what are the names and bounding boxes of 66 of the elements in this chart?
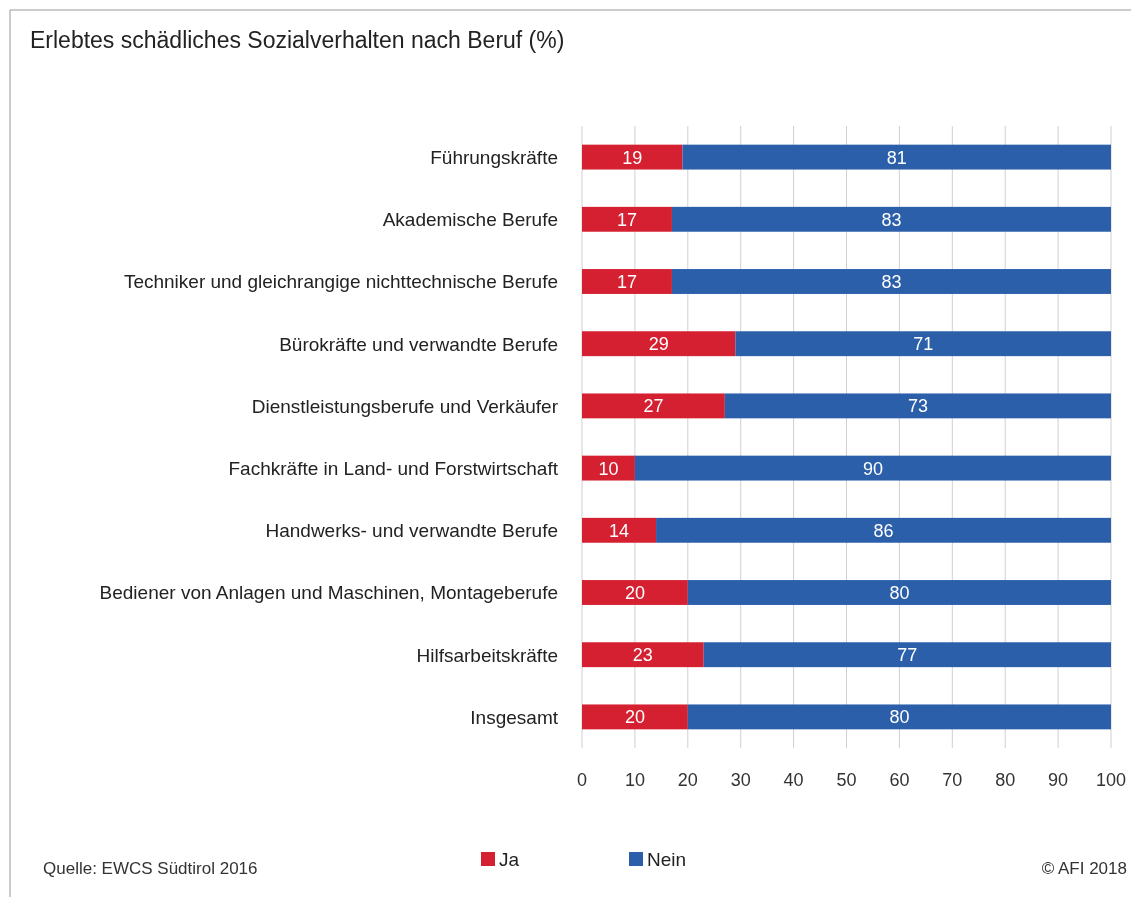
data-label: 20 bbox=[624, 707, 645, 728]
bar bbox=[582, 580, 688, 605]
data-label: 29 bbox=[648, 334, 669, 355]
y-tick-label: Bediener von Anlagen und Maschinen, Montageberufe bbox=[99, 582, 558, 604]
x-tick-label: 60 bbox=[889, 770, 910, 790]
data-label: 23 bbox=[632, 645, 653, 666]
text: © AFI 2018 bbox=[1041, 859, 1127, 878]
x-tick-label: 50 bbox=[836, 770, 857, 790]
x-tick-label: 0 bbox=[576, 770, 588, 790]
bar bbox=[634, 455, 1111, 481]
bar bbox=[582, 331, 736, 357]
data-label: 27 bbox=[643, 396, 664, 417]
bar bbox=[582, 206, 672, 232]
data-label: 81 bbox=[886, 147, 907, 168]
bar bbox=[671, 206, 1111, 232]
legend-label: Ja bbox=[499, 849, 520, 870]
bar bbox=[656, 517, 1111, 543]
x-tick-label: 40 bbox=[783, 770, 804, 790]
x-tick-label: 90 bbox=[1048, 770, 1069, 790]
bar bbox=[582, 269, 672, 294]
y-tick-label: Insgesamt bbox=[470, 706, 559, 728]
y-tick-label: Fachkräfte in Land- und Forstwirtschaft bbox=[228, 457, 559, 479]
data-label: 83 bbox=[881, 209, 902, 230]
bar bbox=[671, 269, 1111, 294]
bar bbox=[582, 517, 657, 543]
data-label: 90 bbox=[862, 458, 883, 479]
data-label: 19 bbox=[622, 147, 643, 168]
y-tick-label: Dienstleistungsberufe und Verkäufer bbox=[251, 395, 559, 417]
bar bbox=[582, 144, 683, 170]
bar bbox=[582, 455, 635, 481]
data-label: 83 bbox=[881, 271, 902, 292]
x-tick-label: 20 bbox=[677, 770, 698, 790]
data-label: 80 bbox=[889, 582, 910, 603]
source-note: Quelle: EWCS Südtirol 2016 bbox=[43, 859, 258, 878]
data-label: 80 bbox=[889, 707, 910, 728]
y-tick-label: Führungskräfte bbox=[430, 146, 558, 168]
bar bbox=[724, 393, 1111, 419]
data-label: 20 bbox=[624, 582, 645, 603]
x-tick-label: 70 bbox=[942, 770, 963, 790]
x-tick-label: 100 bbox=[1095, 770, 1127, 790]
data-label: 77 bbox=[897, 645, 918, 666]
x-tick-label: 10 bbox=[624, 770, 645, 790]
bar bbox=[735, 331, 1111, 357]
data-label: 17 bbox=[616, 209, 637, 230]
y-tick-label: Techniker und gleichrangige nichttechnische Berufe bbox=[123, 271, 558, 293]
data-label: 14 bbox=[609, 520, 630, 541]
bar bbox=[582, 704, 688, 730]
data-label: 17 bbox=[616, 271, 637, 292]
bar bbox=[703, 642, 1111, 668]
y-tick-label: Bürokräfte und verwandte Berufe bbox=[279, 333, 558, 355]
bar bbox=[682, 144, 1111, 170]
bar bbox=[582, 393, 725, 419]
y-tick-label: Akademische Berufe bbox=[382, 209, 558, 231]
bar bbox=[687, 580, 1111, 605]
bar bbox=[582, 642, 704, 668]
bar bbox=[687, 704, 1111, 730]
data-label: 86 bbox=[873, 520, 894, 541]
text: Erlebtes schädliches Sozialverhalten nach Beruf (%) bbox=[30, 27, 565, 53]
data-label: 73 bbox=[907, 396, 928, 417]
y-tick-label: Hilfsarbeitskräfte bbox=[416, 644, 558, 666]
x-tick-label: 30 bbox=[730, 770, 751, 790]
legend-label: Nein bbox=[647, 849, 687, 870]
x-tick-label: 80 bbox=[995, 770, 1016, 790]
data-label: 71 bbox=[913, 334, 934, 355]
data-label: 10 bbox=[598, 458, 619, 479]
y-tick-label: Handwerks- und verwandte Berufe bbox=[265, 520, 558, 542]
